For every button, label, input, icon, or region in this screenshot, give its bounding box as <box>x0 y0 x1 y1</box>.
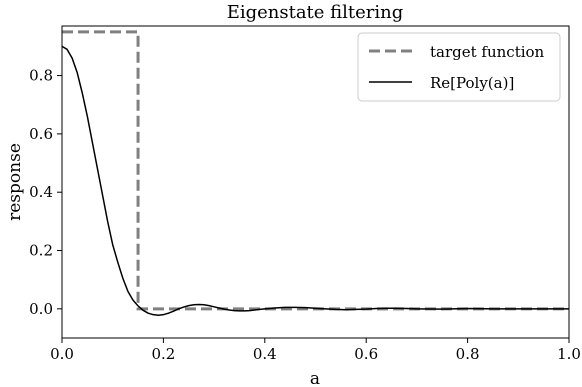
y-tick-label: 0.2 <box>29 242 53 260</box>
x-tick-label: 0.2 <box>151 345 175 363</box>
legend: target function Re[Poly(a)] <box>357 32 561 102</box>
x-tick-label: 0.4 <box>253 345 277 363</box>
legend-label-target: target function <box>430 43 545 61</box>
x-tick-label: 0.6 <box>354 345 378 363</box>
y-axis-label: response <box>5 143 25 221</box>
legend-label-poly: Re[Poly(a)] <box>430 74 514 92</box>
plot-area <box>61 30 569 317</box>
plot-frame <box>61 25 570 339</box>
y-tick-label: 0.8 <box>29 67 53 85</box>
x-tick-label: 0.8 <box>456 345 480 363</box>
x-axis-label: a <box>310 369 320 387</box>
y-tick-label: 0.6 <box>29 125 53 143</box>
x-axis: 0.0 0.2 0.4 0.6 0.8 1.0 <box>50 338 581 363</box>
x-tick-label: 0.0 <box>50 345 74 363</box>
chart-title: Eigenstate filtering <box>227 2 404 23</box>
y-axis: 0.0 0.2 0.4 0.6 0.8 <box>29 67 62 318</box>
x-tick-label: 1.0 <box>557 345 581 363</box>
series-re-poly <box>61 45 569 317</box>
y-tick-label: 0.0 <box>29 300 53 318</box>
y-tick-label: 0.4 <box>29 183 53 201</box>
